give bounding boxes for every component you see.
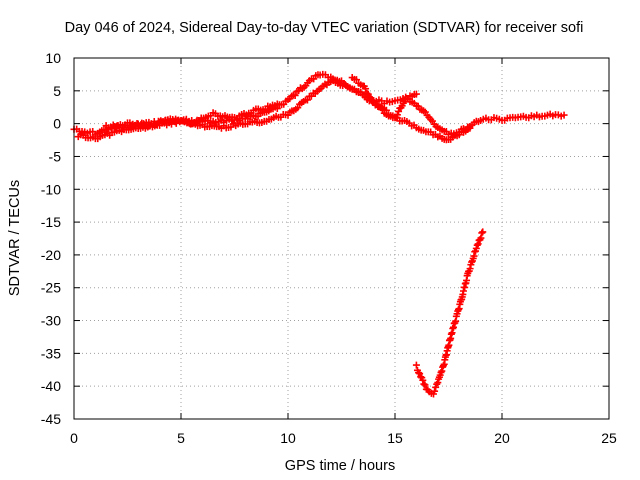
x-axis-label: GPS time / hours xyxy=(285,458,395,474)
data-point xyxy=(412,90,420,98)
data-point xyxy=(368,97,376,105)
x-tick-label: 5 xyxy=(177,430,185,446)
x-tick-label: 20 xyxy=(494,430,510,446)
data-point xyxy=(273,100,281,108)
y-tick-label: -20 xyxy=(41,247,61,263)
data-point xyxy=(421,381,429,389)
data-point xyxy=(434,379,442,387)
chart-title: Day 046 of 2024, Sidereal Day-to-day VTE… xyxy=(65,20,584,36)
y-tick-label: -30 xyxy=(41,313,61,329)
y-tick-label: -10 xyxy=(41,181,61,197)
y-tick-label: -25 xyxy=(41,280,61,296)
data-point xyxy=(415,369,423,377)
data-point xyxy=(395,107,403,115)
y-tick-label: -35 xyxy=(41,345,61,361)
data-point xyxy=(420,380,428,388)
data-point xyxy=(472,244,480,252)
y-tick-label: 5 xyxy=(53,83,61,99)
plot-frame xyxy=(73,57,610,420)
data-point xyxy=(438,367,446,375)
data-point xyxy=(412,361,420,369)
data-point xyxy=(291,91,299,99)
data-point xyxy=(416,370,424,378)
series-satellite-track-3 xyxy=(102,100,281,132)
data-point xyxy=(364,90,372,98)
x-tick-label: 0 xyxy=(70,430,78,446)
x-tick-label: 25 xyxy=(601,430,617,446)
data-point xyxy=(477,234,485,242)
ticks: 0 5 10 15 20 25 10 5 0 -5 -10 -15 -20 -25 -30 -35 -40 -45 xyxy=(41,50,617,446)
data-point xyxy=(437,368,445,376)
data-point xyxy=(362,85,370,93)
data-point xyxy=(473,241,481,249)
series-satellite-track-5 xyxy=(412,228,487,398)
data-point xyxy=(466,124,474,132)
y-tick-label: 10 xyxy=(45,50,61,66)
data-point xyxy=(352,76,360,84)
plot-data xyxy=(70,70,568,398)
data-point xyxy=(294,104,302,112)
y-tick-label: -40 xyxy=(41,378,61,394)
data-point xyxy=(303,96,311,104)
y-tick-label: 0 xyxy=(53,116,61,132)
data-point xyxy=(478,229,486,237)
data-point xyxy=(419,376,427,384)
data-point xyxy=(432,383,440,391)
data-point xyxy=(474,240,482,248)
data-point xyxy=(560,111,568,119)
data-point xyxy=(431,387,439,395)
series-satellite-track-2 xyxy=(74,77,474,144)
data-point xyxy=(366,93,374,101)
data-point xyxy=(439,362,447,370)
y-tick-label: -15 xyxy=(41,214,61,230)
grid xyxy=(74,58,609,419)
y-tick-label: -45 xyxy=(41,411,61,427)
data-point xyxy=(393,111,401,119)
data-point xyxy=(363,89,371,97)
x-tick-label: 10 xyxy=(280,430,296,446)
data-point xyxy=(479,228,487,236)
y-axis-label: SDTVAR / TECUs xyxy=(7,180,23,296)
y-tick-label: -5 xyxy=(49,148,62,164)
series-satellite-track-4 xyxy=(348,74,420,122)
data-point xyxy=(379,105,387,113)
x-tick-label: 15 xyxy=(387,430,403,446)
